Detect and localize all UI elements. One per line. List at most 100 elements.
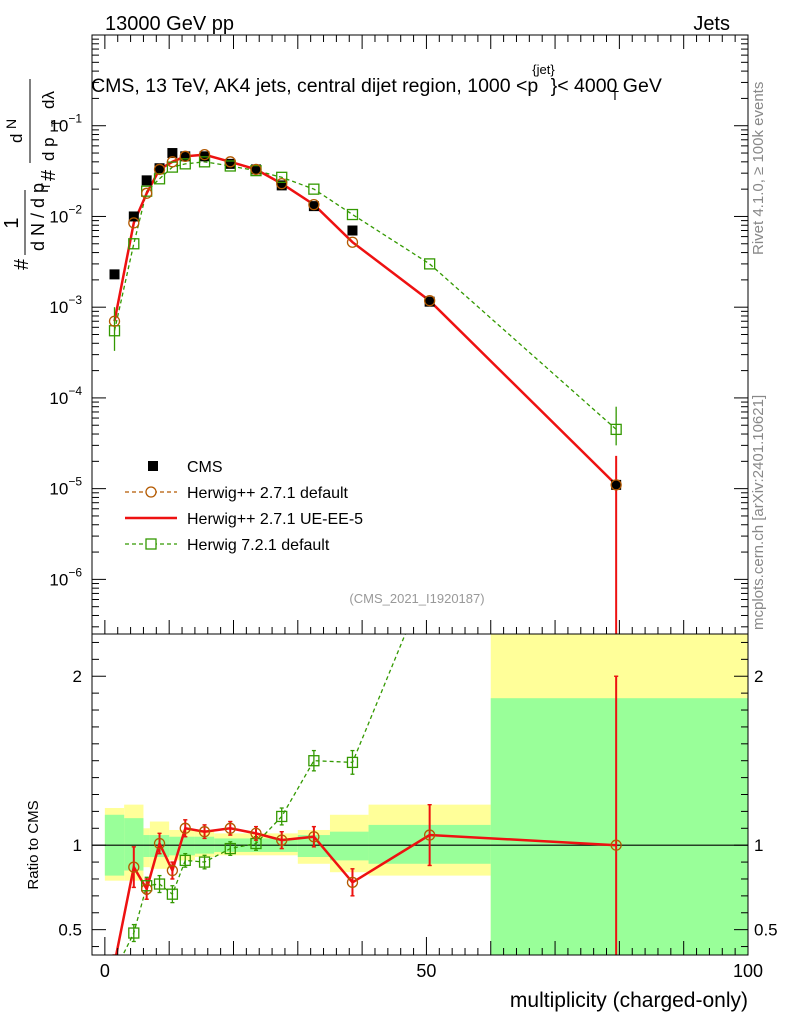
side-label-mcplots: mcplots.cern.ch [arXiv:2401.10621] [750,395,767,630]
ratio-marker-herwig7 [141,880,153,892]
legend: CMS Herwig++ 2.7.1 default Herwig++ 2.7.1 … [125,459,363,554]
ylabel-d: d [7,134,26,143]
ratio-line-herwigpp-ueee5 [114,826,617,955]
ratio-marker-herwig7 [128,927,140,939]
series-line-herwigpp-default [113,154,617,486]
marker-herwigpp-default [224,156,236,168]
data-point-cms [141,175,152,186]
data-point-cms [128,211,139,222]
marker-herwig7 [166,161,179,173]
data-point-cms [251,164,261,175]
data-point-cms [276,180,287,191]
y-tick-label-exp: −3 [68,293,82,307]
ratio-marker-herwig7 [166,888,179,900]
y-tick-label-ratio-right: 2 [754,667,763,686]
y-tick-label-ratio: 0.5 [58,921,82,940]
ratio-marker-herwigpp-default [610,839,622,851]
ratio-marker-herwig7 [179,854,191,867]
data-point-cms [225,158,236,169]
y-axis-label-ratio: Ratio to CMS [25,800,42,889]
y-tick-label-exp: −1 [68,112,82,126]
legend-marker-herwigpp-default [145,486,157,498]
data-point-cms [424,296,435,307]
ratio-marker-herwig7 [110,967,120,977]
ratio-marker-herwig7 [346,756,359,769]
plot-title-p: p [527,75,538,97]
marker-herwigpp-default [346,236,359,248]
legend-label: Herwig++ 2.7.1 default [187,485,349,502]
y-tick-label-main: 10−4 [49,384,82,408]
ratio-marker-herwig7 [611,333,621,343]
ratio-marker-herwig7 [308,755,320,767]
x-axis-label: multiplicity (charged-only) [510,989,748,1012]
ylabel-one: 1 [1,217,23,228]
marker-herwigpp-default [198,149,211,161]
ratio-marker-herwigpp-default [166,864,179,877]
marker-herwigpp-default [610,479,622,491]
marker-herwig7 [224,160,236,172]
marker-herwigpp-default [179,150,191,162]
legend-label: CMS [187,459,223,476]
header-left: 13000 GeV pp [105,13,234,35]
uncertainty-band-inner [124,818,144,871]
ylabel-dlambda: dλ [39,91,58,109]
y-tick-label-exp: −6 [68,565,82,579]
ylabel-hash-1: # [11,258,33,270]
ratio-marker-herwigpp-default [153,837,166,850]
y-tick-label-base: 10 [49,480,68,499]
marker-herwig7 [423,258,436,270]
uncertainty-band-inner [143,835,150,858]
side-label-rivet: Rivet 4.1.0, ≥ 100k events [750,82,767,255]
plot-title-sup: {jet} [532,62,555,77]
plot-title-sub: T [611,88,619,103]
y-axis-label-main: # 1 d N / d p T # d N d p T dλ [1,79,63,270]
legend-label: Herwig++ 2.7.1 UE-EE-5 [187,511,363,528]
series-line-herwig7 [113,161,617,430]
uncertainty-band-inner [169,836,195,856]
uncertainty-band-inner [329,831,369,861]
y-tick-label-ratio: 1 [73,836,82,855]
data-point-cms [611,479,622,490]
marker-herwigpp-default [166,156,179,168]
uncertainty-band-inner [490,698,748,955]
data-point-cms [154,163,165,174]
marker-herwig7 [308,183,320,195]
marker-herwig7 [128,238,140,250]
ylabel-n: N [3,119,19,129]
y-tick-label-exp: −5 [68,475,82,489]
y-tick-label-base: 10 [49,207,68,226]
ratio-marker-herwigpp-default [179,822,191,834]
ratio-marker-herwigpp-default [198,826,211,838]
marker-herwigpp-default [423,295,436,307]
y-tick-label-main: 10−6 [49,565,82,589]
marker-herwigpp-default [128,217,140,229]
ratio-marker-herwig7 [153,878,166,890]
marker-herwigpp-default [276,177,288,190]
y-tick-label-ratio-right: 1 [754,836,763,855]
marker-herwig7 [610,423,622,436]
y-tick-label-main: 10−5 [49,475,82,499]
data-point-cms [308,201,319,212]
legend-item: Herwig++ 2.7.1 UE-EE-5 [125,511,363,528]
ratio-marker-herwigpp-default [110,958,120,968]
main-plot-panel: 10−610−510−410−310−210−1 [49,34,749,635]
ylabel-dn-dpt: d N / d p [28,183,48,251]
marker-herwigpp-default [250,163,262,176]
ylabel-hash-2: # [38,169,60,181]
legend-marker-herwig7 [145,538,157,550]
ratio-marker-herwigpp-default [250,827,262,840]
ratio-marker-herwig7 [198,856,211,868]
marker-herwig7 [198,156,211,168]
main-clip-group [108,148,622,634]
marker-herwig7 [276,171,288,183]
ratio-marker-herwigpp-default [346,876,359,889]
legend-item: Herwig 7.2.1 default [125,537,330,554]
y-tick-label-base: 10 [49,298,68,317]
y-tick-label-base: 10 [49,117,68,136]
data-point-cms [347,225,358,236]
ratio-marker-herwigpp-default [128,861,140,873]
series-line-herwigpp-ueee5 [113,153,618,486]
ylabel-dpt: d p [39,137,58,161]
x-tick-label: 50 [416,961,436,981]
x-tick-label: 0 [100,961,110,981]
